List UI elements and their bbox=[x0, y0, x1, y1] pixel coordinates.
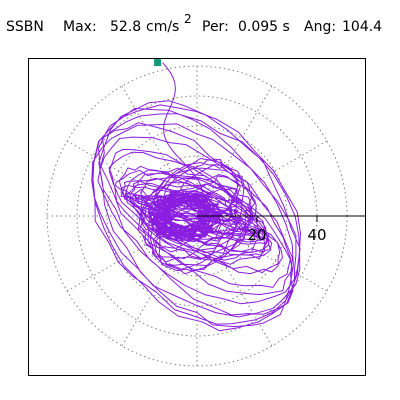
max-label: Max: bbox=[63, 19, 97, 35]
header-bar: SSBN Max: 52.8 cm/s 2 Per: 0.095 s Ang: … bbox=[0, 0, 400, 44]
station-code: SSBN bbox=[6, 19, 44, 35]
peak-marker bbox=[154, 59, 162, 67]
angle-value: 104.4 bbox=[342, 19, 383, 35]
x-tick-label-20: 20 bbox=[247, 226, 266, 244]
particle-motion-trace bbox=[91, 62, 301, 332]
motion-trace-path bbox=[91, 62, 301, 332]
peak-marker-layer bbox=[154, 59, 162, 67]
max-unit-exponent: 2 bbox=[184, 12, 192, 26]
period-value: 0.095 s bbox=[238, 19, 290, 35]
axis-layer: 20 40 bbox=[197, 215, 365, 244]
angle-label: Ang: bbox=[304, 19, 337, 35]
max-unit: cm/s bbox=[146, 19, 180, 35]
polar-plot: 20 40 bbox=[46, 59, 365, 367]
max-value: 52.8 bbox=[110, 19, 142, 35]
x-tick-label-40: 40 bbox=[307, 226, 326, 244]
plot-frame: 20 40 bbox=[28, 58, 366, 376]
period-label: Per: bbox=[202, 19, 229, 35]
